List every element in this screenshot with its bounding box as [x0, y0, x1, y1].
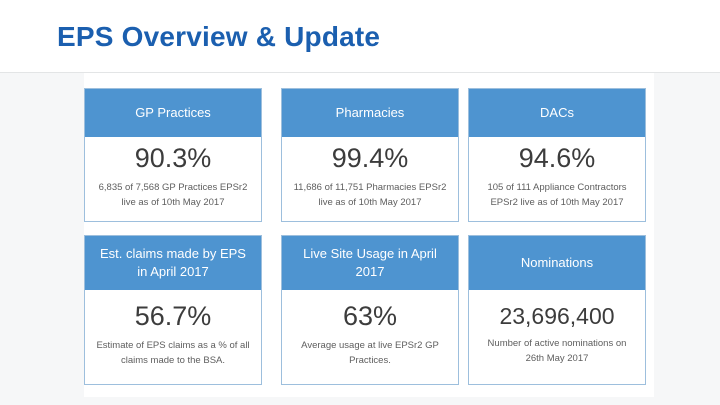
- card-header: Est. claims made by EPS in April 2017: [85, 236, 261, 290]
- card-body: 63% Average usage at live EPSr2 GP Pract…: [282, 290, 458, 384]
- slide-title: EPS Overview & Update: [57, 21, 381, 52]
- card-note: Estimate of EPS claims as a % of all cla…: [96, 340, 250, 366]
- card-note: Number of active nominations on 26th May…: [487, 338, 627, 364]
- card-value: 56.7%: [134, 301, 212, 332]
- card-value: 99.4%: [331, 143, 409, 174]
- card-value: 63%: [342, 301, 398, 332]
- stat-card-est-claims: Est. claims made by EPS in April 2017 56…: [84, 235, 262, 385]
- stat-card-gp-practices: GP Practices 90.3% 6,835 of 7,568 GP Pra…: [84, 88, 262, 222]
- card-value: 90.3%: [134, 143, 212, 174]
- card-header: GP Practices: [85, 89, 261, 137]
- card-body: 23,696,400 Number of active nominations …: [469, 290, 645, 384]
- stats-panel: GP Practices 90.3% 6,835 of 7,568 GP Pra…: [84, 73, 654, 397]
- stat-card-dacs: DACs 94.6% 105 of 111 Appliance Contract…: [468, 88, 646, 222]
- card-note: Average usage at live EPSr2 GP Practices…: [301, 340, 439, 366]
- card-note: 105 of 111 Appliance Contractors EPSr2 l…: [487, 182, 627, 208]
- card-header: Nominations: [469, 236, 645, 290]
- card-body: 56.7% Estimate of EPS claims as a % of a…: [85, 290, 261, 384]
- card-header: Pharmacies: [282, 89, 458, 137]
- card-header: DACs: [469, 89, 645, 137]
- card-value: 94.6%: [518, 143, 596, 174]
- stat-card-nominations: Nominations 23,696,400 Number of active …: [468, 235, 646, 385]
- card-note: 11,686 of 11,751 Pharmacies EPSr2 live a…: [293, 182, 447, 208]
- card-body: 90.3% 6,835 of 7,568 GP Practices EPSr2 …: [85, 137, 261, 221]
- stat-card-live-site-usage: Live Site Usage in April 2017 63% Averag…: [281, 235, 459, 385]
- card-body: 99.4% 11,686 of 11,751 Pharmacies EPSr2 …: [282, 137, 458, 221]
- card-value: 23,696,400: [499, 303, 615, 330]
- card-note: 6,835 of 7,568 GP Practices EPSr2 live a…: [98, 182, 248, 208]
- stat-card-pharmacies: Pharmacies 99.4% 11,686 of 11,751 Pharma…: [281, 88, 459, 222]
- slide-content-area: GP Practices 90.3% 6,835 of 7,568 GP Pra…: [0, 72, 720, 405]
- card-body: 94.6% 105 of 111 Appliance Contractors E…: [469, 137, 645, 221]
- card-header: Live Site Usage in April 2017: [282, 236, 458, 290]
